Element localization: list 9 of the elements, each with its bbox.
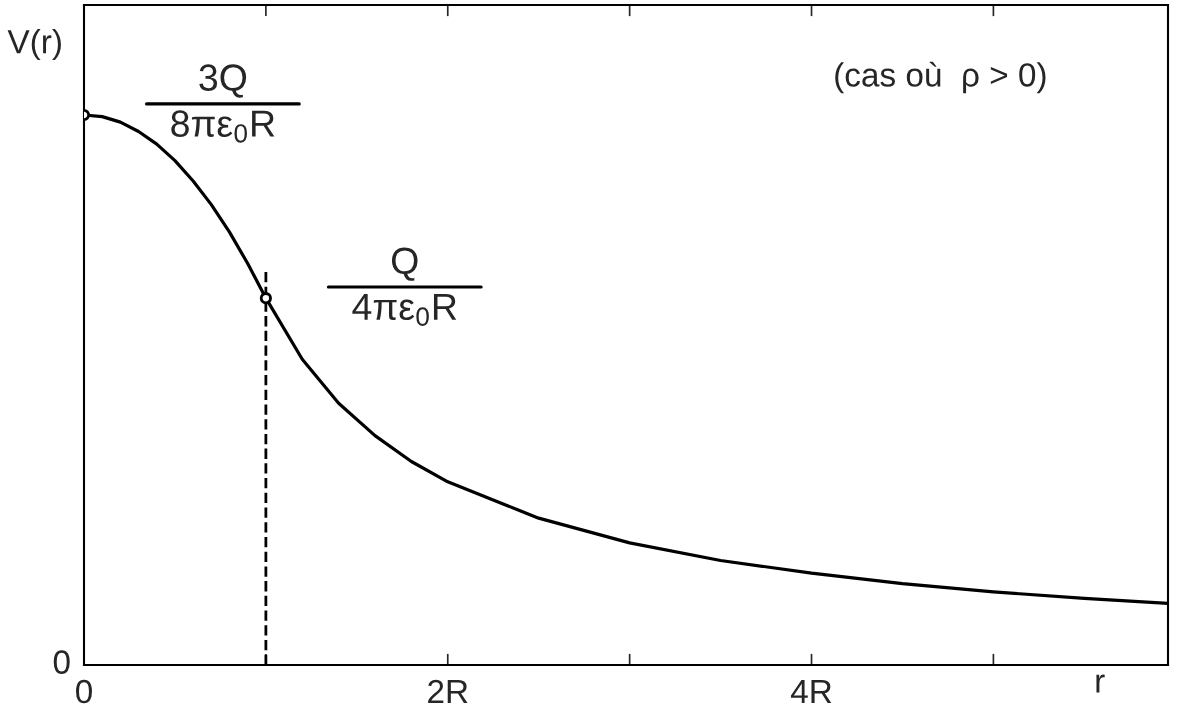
text: 0	[53, 650, 70, 674]
x-tick-label: 2R	[428, 679, 468, 704]
x-tick-label: 4R	[790, 680, 832, 704]
text: (cas où ρ > 0)	[835, 61, 1046, 94]
annotation: Q 4πε$_{0}$R	[352, 247, 457, 326]
annotation: 3Q 8πε$_{0}$R	[171, 64, 275, 143]
y-axis-title: V(r)	[7, 29, 61, 61]
x-axis-title: r	[1096, 674, 1105, 693]
x-tick-label: 0	[76, 679, 92, 704]
